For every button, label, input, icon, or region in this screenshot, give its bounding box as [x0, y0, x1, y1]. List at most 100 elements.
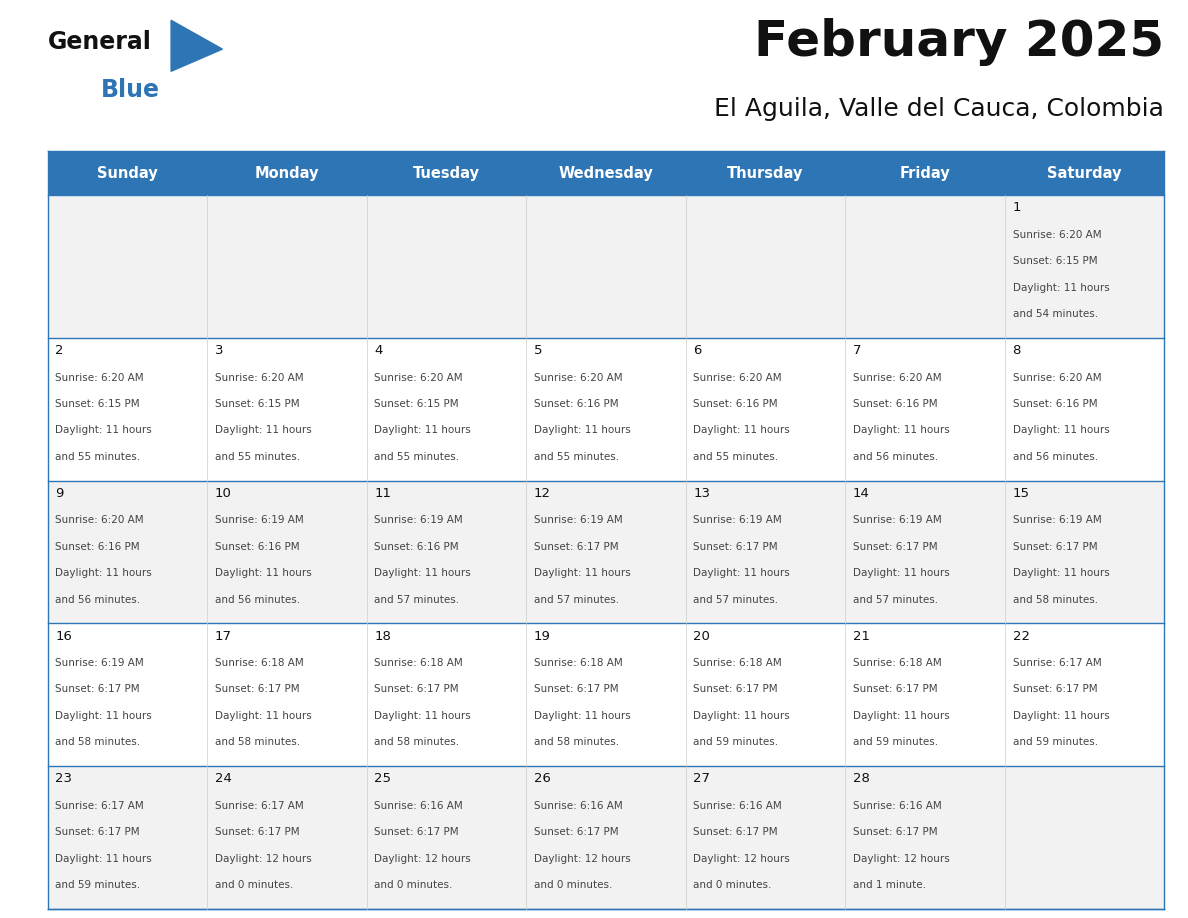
Text: Sunrise: 6:18 AM: Sunrise: 6:18 AM — [374, 658, 463, 668]
Text: and 59 minutes.: and 59 minutes. — [853, 737, 939, 747]
Text: and 1 minute.: and 1 minute. — [853, 880, 925, 890]
Text: Daylight: 11 hours: Daylight: 11 hours — [853, 568, 949, 578]
Text: Daylight: 11 hours: Daylight: 11 hours — [215, 711, 311, 721]
Text: Sunrise: 6:20 AM: Sunrise: 6:20 AM — [694, 373, 782, 383]
Text: Sunrise: 6:16 AM: Sunrise: 6:16 AM — [853, 800, 942, 811]
Text: 25: 25 — [374, 772, 391, 785]
Text: Sunrise: 6:19 AM: Sunrise: 6:19 AM — [853, 515, 942, 525]
Text: Sunset: 6:17 PM: Sunset: 6:17 PM — [374, 827, 459, 837]
Text: 17: 17 — [215, 630, 232, 643]
Text: Sunrise: 6:20 AM: Sunrise: 6:20 AM — [374, 373, 463, 383]
Text: General: General — [48, 29, 151, 53]
Text: and 0 minutes.: and 0 minutes. — [215, 880, 293, 890]
Text: Daylight: 11 hours: Daylight: 11 hours — [694, 711, 790, 721]
Text: and 59 minutes.: and 59 minutes. — [1012, 737, 1098, 747]
Text: Sunset: 6:17 PM: Sunset: 6:17 PM — [1012, 542, 1098, 552]
Text: Daylight: 11 hours: Daylight: 11 hours — [694, 425, 790, 435]
Text: 23: 23 — [56, 772, 72, 785]
Text: Sunrise: 6:19 AM: Sunrise: 6:19 AM — [56, 658, 144, 668]
Text: Daylight: 11 hours: Daylight: 11 hours — [56, 568, 152, 578]
Bar — [48, 338, 1164, 481]
Text: Saturday: Saturday — [1048, 166, 1121, 181]
Text: 5: 5 — [533, 344, 543, 357]
Text: and 55 minutes.: and 55 minutes. — [694, 452, 778, 462]
Text: Sunset: 6:17 PM: Sunset: 6:17 PM — [533, 685, 619, 694]
Text: Sunrise: 6:20 AM: Sunrise: 6:20 AM — [56, 515, 144, 525]
Text: Sunset: 6:16 PM: Sunset: 6:16 PM — [56, 542, 140, 552]
Text: Sunrise: 6:19 AM: Sunrise: 6:19 AM — [533, 515, 623, 525]
Text: Sunset: 6:17 PM: Sunset: 6:17 PM — [215, 685, 299, 694]
Text: 27: 27 — [694, 772, 710, 785]
Text: and 58 minutes.: and 58 minutes. — [56, 737, 140, 747]
Text: Sunset: 6:17 PM: Sunset: 6:17 PM — [56, 827, 140, 837]
Text: and 57 minutes.: and 57 minutes. — [853, 595, 939, 605]
Text: and 0 minutes.: and 0 minutes. — [374, 880, 453, 890]
Text: Tuesday: Tuesday — [413, 166, 480, 181]
Text: 12: 12 — [533, 487, 551, 499]
Text: Sunset: 6:17 PM: Sunset: 6:17 PM — [215, 827, 299, 837]
Text: Sunset: 6:16 PM: Sunset: 6:16 PM — [694, 399, 778, 409]
Text: and 59 minutes.: and 59 minutes. — [56, 880, 140, 890]
Text: Sunrise: 6:20 AM: Sunrise: 6:20 AM — [215, 373, 303, 383]
Text: 8: 8 — [1012, 344, 1020, 357]
Bar — [48, 623, 1164, 767]
Text: Thursday: Thursday — [727, 166, 803, 181]
Text: Daylight: 11 hours: Daylight: 11 hours — [215, 568, 311, 578]
Text: Daylight: 11 hours: Daylight: 11 hours — [533, 568, 631, 578]
Text: Sunset: 6:15 PM: Sunset: 6:15 PM — [56, 399, 140, 409]
Text: Sunrise: 6:20 AM: Sunrise: 6:20 AM — [1012, 230, 1101, 240]
Text: 1: 1 — [1012, 201, 1020, 215]
Text: Daylight: 12 hours: Daylight: 12 hours — [694, 854, 790, 864]
Text: and 58 minutes.: and 58 minutes. — [1012, 595, 1098, 605]
Text: Daylight: 11 hours: Daylight: 11 hours — [1012, 711, 1110, 721]
Text: and 55 minutes.: and 55 minutes. — [374, 452, 460, 462]
Text: Wednesday: Wednesday — [558, 166, 653, 181]
Text: and 56 minutes.: and 56 minutes. — [215, 595, 301, 605]
Bar — [48, 151, 1164, 196]
Text: 13: 13 — [694, 487, 710, 499]
Text: 21: 21 — [853, 630, 870, 643]
Text: Sunrise: 6:17 AM: Sunrise: 6:17 AM — [56, 800, 144, 811]
Text: 15: 15 — [1012, 487, 1030, 499]
Text: 11: 11 — [374, 487, 391, 499]
Text: Daylight: 11 hours: Daylight: 11 hours — [533, 711, 631, 721]
Text: Sunset: 6:16 PM: Sunset: 6:16 PM — [215, 542, 299, 552]
Text: 28: 28 — [853, 772, 870, 785]
Polygon shape — [171, 20, 222, 72]
Text: Sunset: 6:16 PM: Sunset: 6:16 PM — [374, 542, 459, 552]
Text: 7: 7 — [853, 344, 861, 357]
Text: 26: 26 — [533, 772, 551, 785]
Text: Sunset: 6:17 PM: Sunset: 6:17 PM — [853, 542, 937, 552]
Text: Sunrise: 6:16 AM: Sunrise: 6:16 AM — [533, 800, 623, 811]
Text: Sunrise: 6:17 AM: Sunrise: 6:17 AM — [1012, 658, 1101, 668]
Text: Sunset: 6:17 PM: Sunset: 6:17 PM — [374, 685, 459, 694]
Text: 19: 19 — [533, 630, 551, 643]
Text: and 59 minutes.: and 59 minutes. — [694, 737, 778, 747]
Text: Sunrise: 6:18 AM: Sunrise: 6:18 AM — [853, 658, 942, 668]
Text: and 55 minutes.: and 55 minutes. — [56, 452, 140, 462]
Text: Sunset: 6:15 PM: Sunset: 6:15 PM — [1012, 256, 1098, 266]
Text: Sunset: 6:17 PM: Sunset: 6:17 PM — [533, 542, 619, 552]
Text: Sunrise: 6:20 AM: Sunrise: 6:20 AM — [853, 373, 942, 383]
Text: Daylight: 11 hours: Daylight: 11 hours — [1012, 568, 1110, 578]
Text: Sunrise: 6:19 AM: Sunrise: 6:19 AM — [1012, 515, 1101, 525]
Text: Monday: Monday — [254, 166, 320, 181]
Text: and 56 minutes.: and 56 minutes. — [1012, 452, 1098, 462]
Text: Sunset: 6:17 PM: Sunset: 6:17 PM — [694, 827, 778, 837]
Text: Sunrise: 6:18 AM: Sunrise: 6:18 AM — [533, 658, 623, 668]
Text: Sunset: 6:15 PM: Sunset: 6:15 PM — [374, 399, 459, 409]
Bar — [48, 767, 1164, 909]
Text: 24: 24 — [215, 772, 232, 785]
Text: 6: 6 — [694, 344, 702, 357]
Text: Daylight: 12 hours: Daylight: 12 hours — [374, 854, 472, 864]
Text: Daylight: 12 hours: Daylight: 12 hours — [533, 854, 631, 864]
Text: Sunrise: 6:18 AM: Sunrise: 6:18 AM — [694, 658, 782, 668]
Text: Daylight: 12 hours: Daylight: 12 hours — [853, 854, 949, 864]
Text: Sunrise: 6:20 AM: Sunrise: 6:20 AM — [533, 373, 623, 383]
Text: 14: 14 — [853, 487, 870, 499]
Text: Daylight: 11 hours: Daylight: 11 hours — [1012, 425, 1110, 435]
Text: and 0 minutes.: and 0 minutes. — [533, 880, 612, 890]
Text: and 56 minutes.: and 56 minutes. — [56, 595, 140, 605]
Text: Sunset: 6:17 PM: Sunset: 6:17 PM — [694, 685, 778, 694]
Text: Sunset: 6:17 PM: Sunset: 6:17 PM — [1012, 685, 1098, 694]
